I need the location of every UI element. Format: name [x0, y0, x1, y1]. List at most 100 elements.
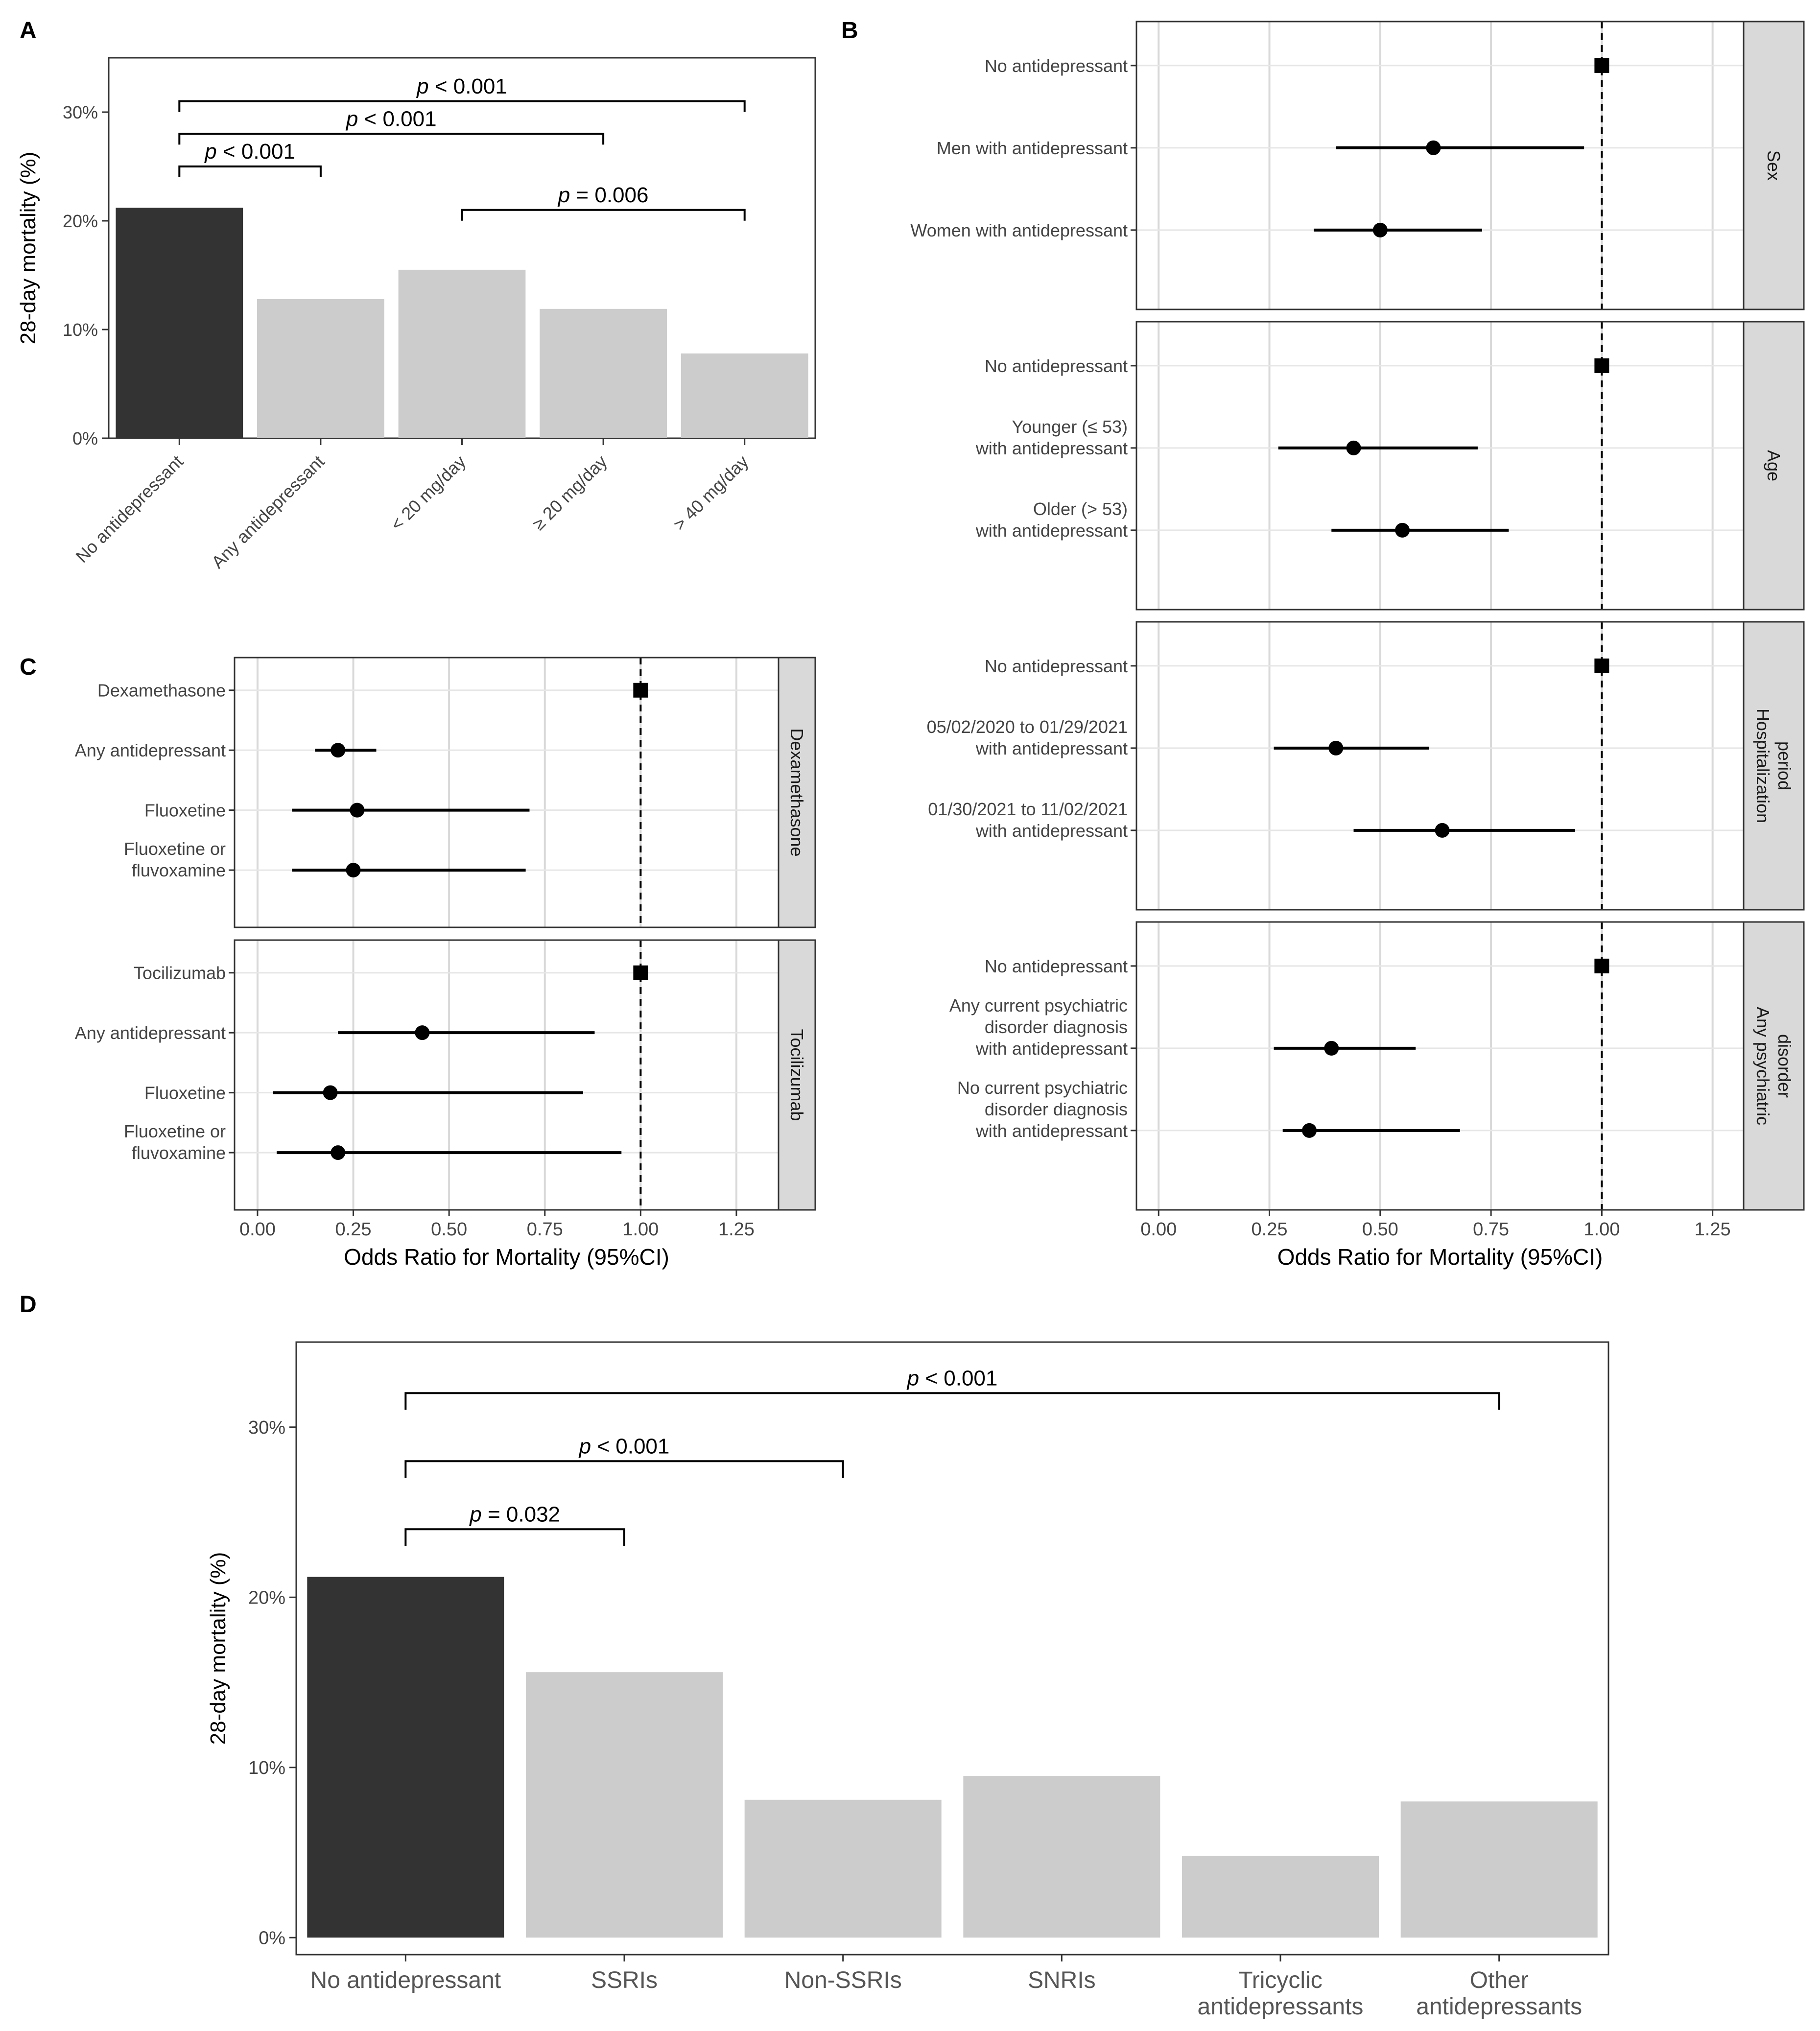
point-estimate-1-1 [415, 1025, 430, 1040]
significance-bracket-2 [404, 1528, 625, 1546]
point-estimate-1-1 [1346, 440, 1361, 455]
p-value-label-2: p < 0.001 [204, 140, 295, 164]
facet-strip-3 [1743, 921, 1805, 1211]
p-value-text: < 0.001 [429, 74, 507, 98]
p-symbol: p [557, 183, 570, 207]
row-label-1-3-line-0: Fluoxetine or [124, 1121, 226, 1141]
row-label-0-0: Dexamethasone [97, 681, 226, 701]
facet-strip-2 [1743, 621, 1805, 911]
row-label-3-1-line-0: Any current psychiatric [949, 995, 1128, 1016]
facet-strip-1 [1743, 321, 1805, 611]
facet-strip-label-3-line-1: disorder [1774, 1034, 1795, 1098]
significance-bracket-3 [461, 209, 746, 221]
facet-bg-0 [1136, 22, 1744, 309]
row-label-1-0: No antidepressant [985, 356, 1128, 376]
x-tick-label-2: 0.50 [431, 1219, 467, 1240]
facet-strip-label-1: Age [1764, 450, 1784, 481]
x-tick-label-4: > 40 mg/day [669, 451, 753, 535]
p-value-text: < 0.001 [919, 1366, 997, 1390]
significance-bracket-2 [178, 165, 322, 177]
y-tick-label-3: 30% [248, 1417, 285, 1438]
row-label-2-1-line-1: with antidepressant [975, 738, 1128, 758]
x-tick-label-4: 1.00 [622, 1219, 659, 1240]
x-tick-label-3: SNRIs [1028, 1967, 1096, 1993]
point-estimate-2-2 [1435, 823, 1450, 838]
row-label-0-3-line-0: Fluoxetine or [124, 839, 226, 859]
row-label-2-0: No antidepressant [985, 656, 1128, 676]
x-axis-title: Odds Ratio for Mortality (95%CI) [344, 1244, 669, 1270]
facet-strip-label-2-line-1: period [1774, 741, 1795, 790]
row-label-1-1: Any antidepressant [75, 1023, 226, 1043]
point-estimate-1-2 [323, 1085, 338, 1100]
significance-bracket-1 [404, 1460, 844, 1478]
reference-marker-1-0 [633, 965, 648, 980]
x-tick-label-0: No antidepressant [71, 451, 187, 567]
p-value-label-2: p = 0.032 [469, 1502, 560, 1526]
point-estimate-0-1 [1426, 140, 1441, 155]
facet-strip-label-2-line-0: Hospitalization [1753, 708, 1773, 823]
significance-bracket-1 [178, 133, 605, 145]
row-label-3-2-line-1: disorder diagnosis [985, 1099, 1128, 1119]
bar-2 [398, 269, 526, 438]
row-label-0-2: Women with antidepressant [910, 220, 1128, 240]
x-tick-label-4: 1.00 [1584, 1219, 1620, 1240]
bar-0 [116, 208, 243, 438]
reference-marker-2-0 [1594, 658, 1609, 673]
x-tick-label-3: 0.75 [527, 1219, 563, 1240]
p-value-text: = 0.006 [570, 183, 648, 207]
p-value-label-0: p < 0.001 [906, 1366, 998, 1390]
panel-letter-a: A [20, 18, 37, 44]
x-tick-label-5-line-1: antidepressants [1416, 1994, 1582, 2020]
point-estimate-0-3 [346, 863, 361, 878]
row-label-0-1: Men with antidepressant [937, 138, 1128, 158]
point-estimate-3-1 [1324, 1040, 1339, 1056]
row-label-3-1-line-2: with antidepressant [975, 1039, 1128, 1059]
row-label-1-1-line-0: Younger (≤ 53) [1012, 417, 1128, 437]
x-tick-label-2: < 20 mg/day [386, 451, 470, 535]
row-label-1-2-line-1: with antidepressant [975, 520, 1128, 541]
p-value-text: < 0.001 [217, 140, 295, 164]
point-estimate-1-3 [331, 1145, 346, 1160]
panel-letter-d: D [20, 1292, 37, 1318]
row-label-3-1-line-1: disorder diagnosis [985, 1017, 1128, 1037]
x-axis-title: Odds Ratio for Mortality (95%CI) [1277, 1244, 1603, 1270]
facet-strip-label-0: Dexamethasone [787, 728, 807, 856]
y-tick-label-2: 20% [248, 1587, 285, 1608]
facet-strip-0 [778, 657, 816, 928]
reference-marker-0-0 [1594, 58, 1609, 73]
row-label-0-1: Any antidepressant [75, 740, 226, 760]
point-estimate-0-1 [331, 743, 346, 758]
bar-1 [526, 1672, 723, 1938]
facet-bg-3 [1136, 922, 1744, 1210]
p-symbol: p [416, 74, 428, 98]
row-label-0-0: No antidepressant [985, 56, 1128, 76]
row-label-1-3-line-1: fluvoxamine [132, 1143, 226, 1163]
y-axis-title: 28-day mortality (%) [206, 1552, 230, 1745]
point-estimate-2-1 [1328, 740, 1344, 756]
row-label-1-1-line-1: with antidepressant [975, 438, 1128, 458]
p-value-label-1: p < 0.001 [345, 107, 437, 131]
p-symbol: p [906, 1366, 919, 1390]
row-label-0-2: Fluoxetine [144, 801, 226, 821]
p-value-text: = 0.032 [482, 1502, 560, 1526]
x-tick-label-2: Non-SSRIs [784, 1967, 902, 1993]
x-tick-label-0: 0.00 [239, 1219, 276, 1240]
facet-bg-1 [235, 940, 779, 1210]
bar-4 [681, 353, 808, 438]
y-tick-label-1: 10% [63, 320, 98, 340]
facet-strip-label-1: Tocilizumab [787, 1029, 807, 1121]
facet-strip-1 [778, 939, 816, 1211]
panel-letter-b: B [841, 18, 858, 44]
bar-3 [540, 308, 667, 438]
x-tick-label-5: 1.25 [718, 1219, 755, 1240]
facet-strip-0 [1743, 21, 1805, 310]
p-value-label-0: p < 0.001 [416, 74, 507, 98]
row-label-2-1-line-0: 05/02/2020 to 01/29/2021 [927, 717, 1128, 737]
point-estimate-0-2 [350, 803, 365, 818]
x-tick-label-3: 0.75 [1473, 1219, 1509, 1240]
row-label-2-2-line-1: with antidepressant [975, 821, 1128, 841]
panel-letter-c: C [20, 654, 37, 680]
y-tick-label-0: 0% [72, 428, 98, 449]
x-tick-label-0: No antidepressant [310, 1967, 501, 1993]
